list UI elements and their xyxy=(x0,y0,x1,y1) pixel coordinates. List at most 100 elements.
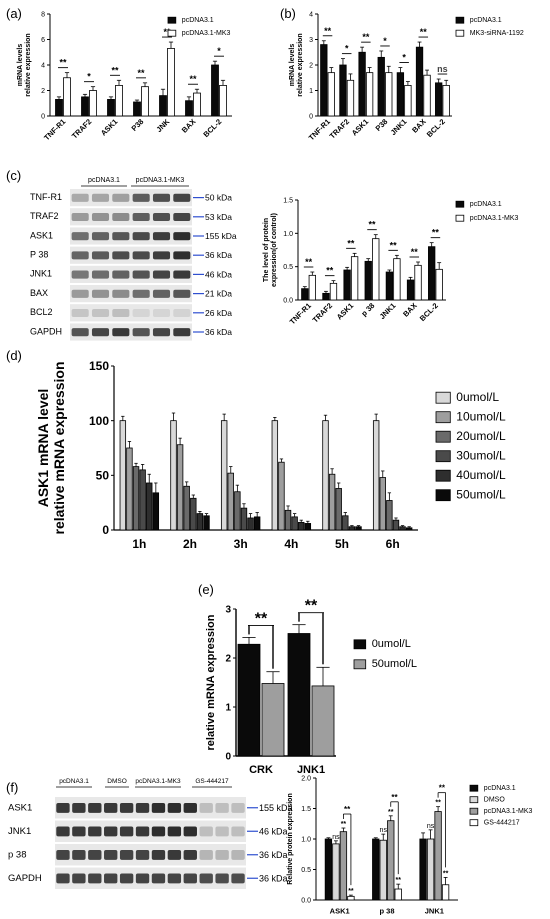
blot-band xyxy=(88,803,102,813)
y-axis-label-line: Relative protein expression xyxy=(287,793,294,884)
legend-swatch xyxy=(435,469,451,482)
bar xyxy=(332,843,340,901)
blot-band xyxy=(91,328,110,337)
blot-size-label: 46 kDa xyxy=(205,269,232,279)
blot-band xyxy=(173,308,191,318)
bar xyxy=(385,72,393,117)
y-tick-label: 1.0 xyxy=(301,836,311,843)
bar xyxy=(387,820,395,901)
significance-mark: ** xyxy=(435,800,441,807)
bar xyxy=(139,469,146,531)
chart-f: 0.0 0.5 1.0 1.5 2.0 Relative protein expressi… xyxy=(287,775,533,915)
blot-group-label: pcDNA3.1 xyxy=(88,177,120,184)
x-tick-label: BCL-2 xyxy=(201,117,223,139)
bar xyxy=(167,48,175,117)
legend-swatch xyxy=(455,214,465,222)
blot-band xyxy=(167,826,182,837)
bar xyxy=(386,500,393,531)
legend: pcDNA3.1 pcDNA3.1-MK3 xyxy=(455,200,519,222)
bar xyxy=(196,513,204,531)
bar xyxy=(329,282,338,301)
legend-swatch xyxy=(435,450,451,463)
blot-band xyxy=(56,850,70,860)
blot-protein-label: p 38 xyxy=(8,850,27,861)
bar xyxy=(219,85,227,117)
blot-band xyxy=(215,803,229,813)
y-axis-label: Relative protein expression xyxy=(287,793,294,884)
bar xyxy=(284,509,292,531)
blot-size-label: 21 kDa xyxy=(205,289,232,299)
blot-size-label: 26 kDa xyxy=(205,308,232,318)
legend-label: 50umol/L xyxy=(456,488,506,502)
bar xyxy=(227,472,234,531)
legend-swatch xyxy=(167,16,177,24)
blot-band xyxy=(173,232,191,241)
bar xyxy=(441,884,450,901)
legend-swatch xyxy=(167,29,177,37)
significance-mark: ** xyxy=(344,805,351,814)
bar xyxy=(203,515,210,531)
panel-label-c: (c) xyxy=(6,168,21,183)
blot-band xyxy=(151,803,166,813)
bar xyxy=(419,838,427,901)
y-tick-label: 0 xyxy=(225,752,231,763)
x-tick-label: 1h xyxy=(132,537,146,551)
bar xyxy=(247,517,254,531)
bar xyxy=(308,274,316,301)
y-axis-label: mRNA levels relative expression xyxy=(17,33,32,96)
blot-band xyxy=(71,212,89,222)
blot-band xyxy=(104,826,118,837)
blot-band xyxy=(104,803,118,813)
y-tick-label: 100 xyxy=(89,414,109,428)
bar xyxy=(377,56,385,117)
bar xyxy=(261,683,285,757)
bar xyxy=(423,74,431,117)
legend-swatch xyxy=(469,796,479,804)
legend-label: pcDNA3.1 xyxy=(470,201,502,208)
blot-size-label: 36 kDa xyxy=(259,850,288,860)
blot-size-label: 53 kDa xyxy=(205,212,232,222)
bar xyxy=(435,82,443,117)
bar xyxy=(372,238,380,301)
blot-band xyxy=(112,193,130,202)
blot-strip xyxy=(70,323,192,341)
blot-band xyxy=(231,873,245,884)
blot-protein-label: BAX xyxy=(30,288,48,298)
significance-mark: ** xyxy=(390,240,398,250)
legend-label: 0umol/L xyxy=(456,390,499,404)
legend-swatch xyxy=(455,16,465,24)
blot-band xyxy=(71,251,89,260)
x-tick-label: BAX xyxy=(180,117,198,135)
blot-band xyxy=(132,270,150,279)
bar xyxy=(133,101,141,117)
legend-swatch xyxy=(469,807,479,815)
y-axis-label-line: mRNA levels xyxy=(17,44,24,87)
blot-band xyxy=(112,308,130,318)
bar xyxy=(311,685,335,757)
y-tick-label: 8 xyxy=(41,11,45,18)
y-tick-label: 0.5 xyxy=(301,867,311,874)
significance-mark: ** xyxy=(443,870,449,877)
bar xyxy=(119,420,127,531)
x-tick-label: 2h xyxy=(183,537,197,551)
blot-size-label: 36 kDa xyxy=(259,873,288,883)
y-tick-label: 0.0 xyxy=(283,297,293,304)
bar xyxy=(237,643,261,757)
x-tick-label: JNK1 xyxy=(378,301,398,321)
x-tick-label: p 38 xyxy=(359,301,376,318)
blot-protein-label: GAPDH xyxy=(8,873,42,884)
blot-band xyxy=(104,873,118,884)
y-tick-label: 3 xyxy=(225,605,231,616)
blot-band xyxy=(72,873,86,884)
blot-strip xyxy=(70,304,192,322)
blot-band xyxy=(71,328,89,337)
blot-band xyxy=(215,826,229,837)
blot-group-label: pcDNA3.1-MK3 xyxy=(136,177,185,184)
blot-band xyxy=(112,212,130,222)
y-tick-label: 4 xyxy=(41,62,45,69)
blot-strip xyxy=(70,246,192,264)
x-tick-label: ASK1 xyxy=(99,117,120,138)
blot-band xyxy=(199,850,213,860)
blot-band xyxy=(71,193,89,202)
significance-mark: * xyxy=(87,72,91,82)
